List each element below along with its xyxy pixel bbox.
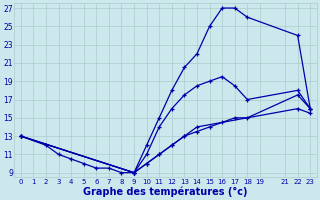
X-axis label: Graphe des températures (°c): Graphe des températures (°c) [83,186,248,197]
